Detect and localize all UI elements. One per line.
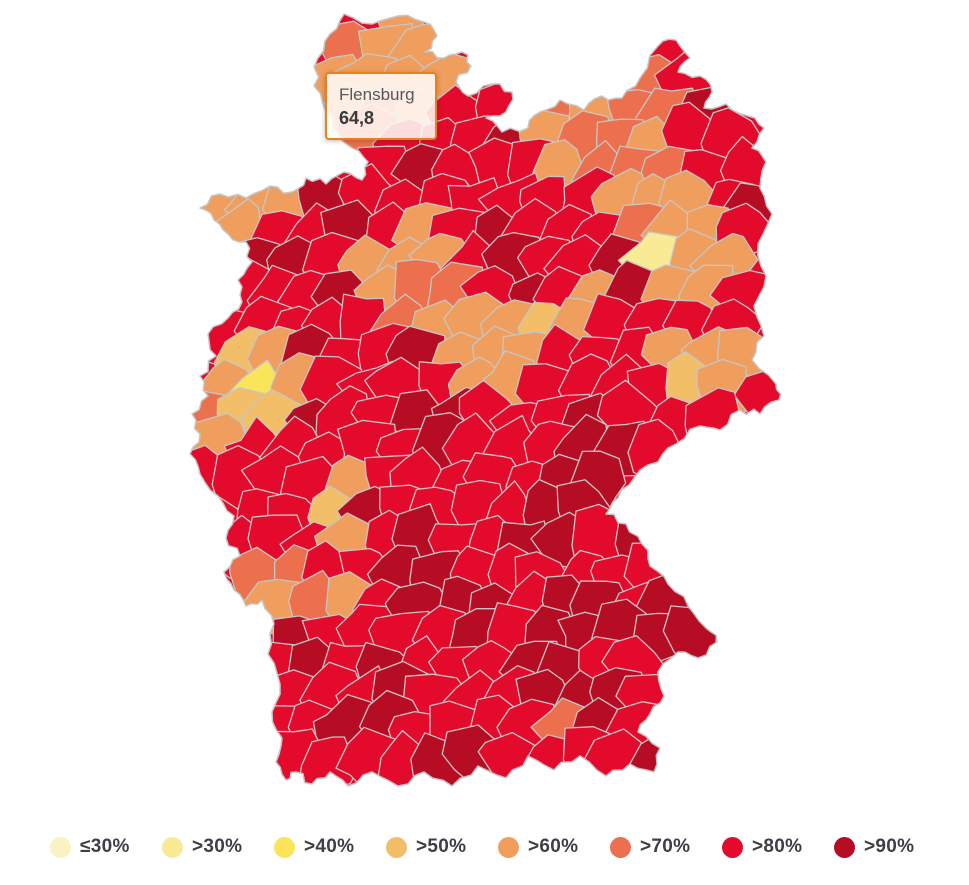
legend-item-le30[interactable]: ≤30% <box>50 836 162 858</box>
legend-swatch <box>834 836 855 858</box>
map-legend: ≤30% >30% >40% >50% >60% >70% >80% >90% <box>50 836 946 858</box>
legend-swatch <box>722 836 743 858</box>
legend-label: >30% <box>192 836 243 857</box>
map-outer-border <box>189 13 782 787</box>
legend-label: >80% <box>752 836 803 857</box>
tooltip-region-value: 64,8 <box>339 108 375 128</box>
tooltip-region-name: Flensburg <box>339 85 415 104</box>
legend-label: >60% <box>528 836 579 857</box>
legend-label: >40% <box>304 836 355 857</box>
legend-swatch <box>162 836 183 858</box>
legend-item-gt60[interactable]: >60% <box>498 836 610 858</box>
legend-label: >70% <box>640 836 691 857</box>
legend-item-gt40[interactable]: >40% <box>274 836 386 858</box>
legend-label: >50% <box>416 836 467 857</box>
legend-swatch <box>610 836 631 858</box>
legend-item-gt90[interactable]: >90% <box>834 836 946 858</box>
map-tooltip: Flensburg 64,8 <box>325 72 437 140</box>
legend-label: ≤30% <box>80 836 130 857</box>
legend-swatch <box>274 836 295 858</box>
legend-swatch <box>50 836 71 858</box>
legend-label: >90% <box>864 836 915 857</box>
legend-swatch <box>498 836 519 858</box>
legend-swatch <box>386 836 407 858</box>
map-district[interactable] <box>477 731 540 796</box>
legend-item-gt80[interactable]: >80% <box>722 836 834 858</box>
legend-item-gt50[interactable]: >50% <box>386 836 498 858</box>
legend-item-gt30[interactable]: >30% <box>162 836 274 858</box>
legend-item-gt70[interactable]: >70% <box>610 836 722 858</box>
